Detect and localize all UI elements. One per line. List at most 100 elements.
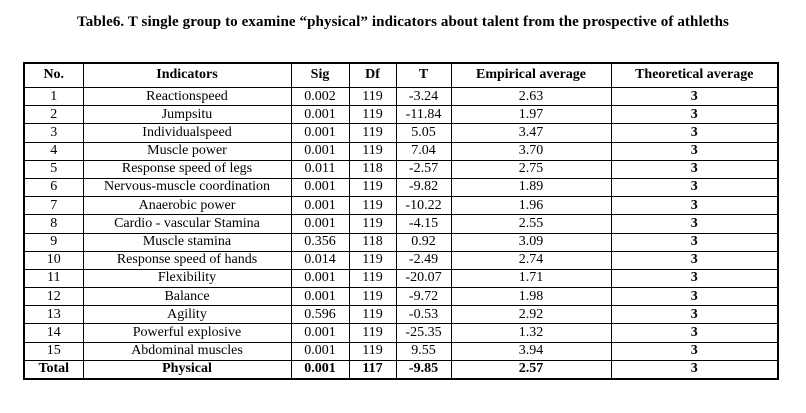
cell-no: 11: [23, 268, 84, 289]
cell-empirical-average: 3.94: [450, 341, 612, 361]
cell-sig: 0.002: [290, 86, 350, 107]
cell-df: 119: [348, 123, 397, 143]
cell-sig: 0.014: [290, 250, 350, 270]
cell-no: 14: [23, 323, 84, 343]
cell-indicator: Balance: [82, 287, 292, 307]
cell-empirical-average: 1.98: [450, 287, 612, 307]
cell-df: 117: [348, 359, 397, 380]
cell-df: 119: [348, 141, 397, 161]
cell-theoretical-average: 3: [610, 287, 779, 307]
cell-empirical-average: 1.97: [450, 105, 612, 125]
table-caption: Table6. T single group to examine “physi…: [77, 14, 729, 30]
table-row: 12 Balance 0.001 119 -9.72 1.98 3: [23, 287, 779, 307]
cell-df: 119: [348, 287, 397, 307]
cell-indicator: Anaerobic power: [82, 196, 292, 216]
column-header-df: Df: [348, 62, 397, 88]
cell-t: -3.24: [395, 86, 452, 107]
table-row: 8 Cardio - vascular Stamina 0.001 119 -4.15 2…: [23, 214, 779, 234]
cell-sig: 0.001: [290, 123, 350, 143]
cell-no: 1: [23, 86, 84, 107]
cell-t: -11.84: [395, 105, 452, 125]
cell-sig: 0.001: [290, 177, 350, 198]
cell-empirical-average: 3.47: [450, 123, 612, 143]
table-row: 1 Reactionspeed 0.002 119 -3.24 2.63 3: [23, 86, 779, 107]
cell-t: 5.05: [395, 123, 452, 143]
cell-t: -9.85: [395, 359, 452, 380]
cell-theoretical-average: 3: [610, 232, 779, 252]
cell-theoretical-average: 3: [610, 141, 779, 161]
cell-empirical-average: 1.96: [450, 196, 612, 216]
cell-df: 119: [348, 196, 397, 216]
cell-indicator: Individualspeed: [82, 123, 292, 143]
cell-no: 6: [23, 177, 84, 198]
cell-indicator: Physical: [82, 359, 292, 380]
cell-df: 119: [348, 105, 397, 125]
cell-empirical-average: 1.89: [450, 177, 612, 198]
cell-no: 2: [23, 105, 84, 125]
cell-indicator: Flexibility: [82, 268, 292, 289]
cell-t: 0.92: [395, 232, 452, 252]
cell-theoretical-average: 3: [610, 105, 779, 125]
cell-empirical-average: 2.74: [450, 250, 612, 270]
cell-empirical-average: 2.92: [450, 305, 612, 325]
cell-t: -0.53: [395, 305, 452, 325]
cell-theoretical-average: 3: [610, 196, 779, 216]
column-header-sig: Sig: [290, 62, 350, 88]
cell-df: 118: [348, 159, 397, 179]
table-row: 3 Individualspeed 0.001 119 5.05 3.47 3: [23, 123, 779, 143]
table-row: 5 Response speed of legs 0.011 118 -2.57 2.75…: [23, 159, 779, 179]
cell-theoretical-average: 3: [610, 86, 779, 107]
cell-theoretical-average: 3: [610, 359, 779, 380]
cell-empirical-average: 3.70: [450, 141, 612, 161]
table-row: 11 Flexibility 0.001 119 -20.07 1.71 3: [23, 268, 779, 289]
table-header: No. Indicators Sig Df T Empirical averag…: [23, 62, 779, 88]
cell-no: Total: [23, 359, 84, 380]
cell-sig: 0.001: [290, 323, 350, 343]
cell-no: 8: [23, 214, 84, 234]
cell-sig: 0.001: [290, 341, 350, 361]
cell-indicator: Muscle stamina: [82, 232, 292, 252]
cell-t: -2.57: [395, 159, 452, 179]
cell-theoretical-average: 3: [610, 305, 779, 325]
cell-no: 9: [23, 232, 84, 252]
cell-empirical-average: 2.75: [450, 159, 612, 179]
table-row: 14 Powerful explosive 0.001 119 -25.35 1.32 3: [23, 323, 779, 343]
table-header-row: No. Indicators Sig Df T Empirical averag…: [23, 62, 779, 88]
cell-theoretical-average: 3: [610, 214, 779, 234]
cell-no: 10: [23, 250, 84, 270]
cell-no: 7: [23, 196, 84, 216]
cell-indicator: Powerful explosive: [82, 323, 292, 343]
cell-no: 12: [23, 287, 84, 307]
cell-indicator: Muscle power: [82, 141, 292, 161]
table-row: 4 Muscle power 0.001 119 7.04 3.70 3: [23, 141, 779, 161]
cell-t: -20.07: [395, 268, 452, 289]
column-header-empirical-average: Empirical average: [450, 62, 612, 88]
table-total-row: Total Physical 0.001 117 -9.85 2.57 3: [23, 359, 779, 380]
cell-empirical-average: 2.57: [450, 359, 612, 380]
cell-df: 119: [348, 177, 397, 198]
cell-t: -9.82: [395, 177, 452, 198]
indicators-table: No. Indicators Sig Df T Empirical averag…: [23, 62, 779, 380]
column-header-theoretical-average: Theoretical average: [610, 62, 779, 88]
cell-sig: 0.011: [290, 159, 350, 179]
cell-empirical-average: 3.09: [450, 232, 612, 252]
cell-no: 5: [23, 159, 84, 179]
cell-t: -10.22: [395, 196, 452, 216]
table-row: 7 Anaerobic power 0.001 119 -10.22 1.96 3: [23, 196, 779, 216]
cell-empirical-average: 1.71: [450, 268, 612, 289]
cell-no: 13: [23, 305, 84, 325]
cell-t: -9.72: [395, 287, 452, 307]
table-row: 10 Response speed of hands 0.014 119 -2.49 2.…: [23, 250, 779, 270]
cell-t: -4.15: [395, 214, 452, 234]
column-header-t: T: [395, 62, 452, 88]
cell-indicator: Nervous-muscle coordination: [82, 177, 292, 198]
table-row: 6 Nervous-muscle coordination 0.001 119 -9.8…: [23, 177, 779, 198]
cell-empirical-average: 2.63: [450, 86, 612, 107]
cell-sig: 0.001: [290, 359, 350, 380]
column-header-indicators: Indicators: [82, 62, 292, 88]
cell-sig: 0.356: [290, 232, 350, 252]
cell-indicator: Response speed of hands: [82, 250, 292, 270]
cell-theoretical-average: 3: [610, 323, 779, 343]
cell-df: 119: [348, 268, 397, 289]
cell-empirical-average: 1.32: [450, 323, 612, 343]
